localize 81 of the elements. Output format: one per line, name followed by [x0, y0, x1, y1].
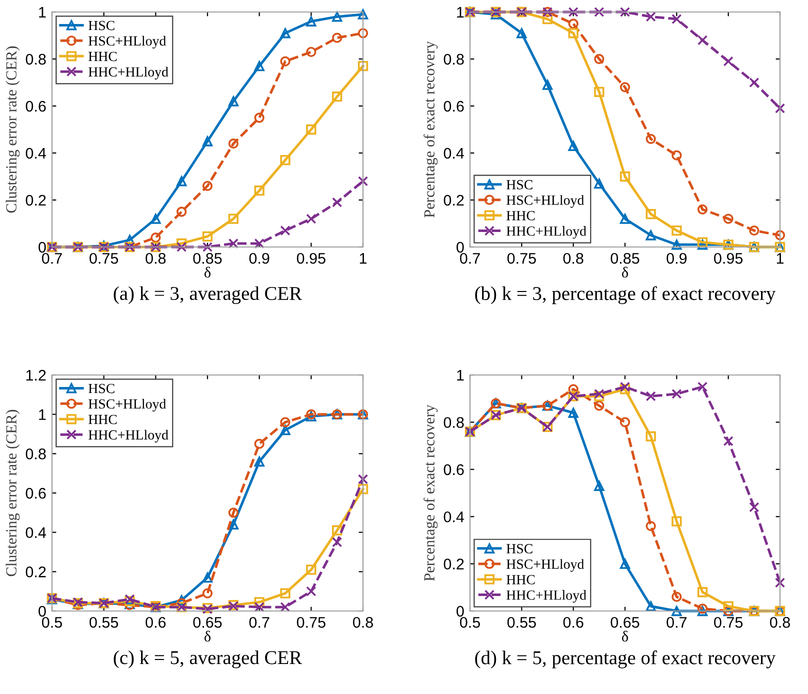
legend-label: HHC — [88, 414, 117, 424]
y-axis-title: Percentage of exact recovery — [424, 404, 438, 581]
legend-label: HHC — [506, 211, 535, 220]
x-tick-label: 0.85 — [193, 252, 222, 264]
y-tick-label: 0.4 — [26, 527, 46, 538]
x-tick-label: 0.7 — [666, 616, 687, 628]
y-tick-label: 0 — [38, 606, 46, 617]
legend-label: HHC+HLloyd — [88, 430, 168, 442]
y-tick-label: 0.8 — [26, 54, 46, 65]
x-tick-label: 1 — [776, 253, 784, 264]
legend-label: HSC — [506, 544, 532, 554]
y-tick-label: 0.6 — [444, 464, 464, 476]
y-tick-label: 0.6 — [26, 100, 46, 112]
x-tick-label: 0.7 — [460, 252, 480, 264]
x-tick-label: 0.95 — [296, 252, 326, 264]
text: (d) k = 5, percentage of exact recovery — [475, 650, 776, 668]
x-tick-label: 0.9 — [249, 252, 270, 264]
text: (b) k = 3, percentage of exact recovery — [475, 286, 776, 304]
x-tick-label: 0.55 — [90, 616, 118, 628]
x-axis-title: δ — [204, 630, 211, 642]
x-tick-label: 0.75 — [90, 252, 118, 264]
y-tick-label: 1 — [39, 409, 46, 420]
y-axis-title: Percentage of exact recovery — [424, 41, 438, 218]
x-tick-label: 0.75 — [296, 616, 326, 628]
y-tick-label: 1 — [457, 370, 464, 381]
y-axis-title: Clustering error rate (CER) — [6, 46, 20, 213]
legend-label: HSC+HLloyd — [88, 36, 166, 49]
x-tick-label: 0.8 — [146, 252, 166, 264]
x-axis-title: δ — [622, 266, 628, 278]
y-tick-label: 0.2 — [444, 558, 464, 570]
y-tick-label: 0.8 — [444, 417, 464, 428]
x-tick-label: 0.65 — [610, 616, 640, 628]
legend-label: HSC+HLloyd — [506, 559, 584, 572]
legend-label: HHC+HLloyd — [506, 226, 586, 239]
y-tick-label: 0.4 — [444, 148, 464, 159]
x-tick-label: 0.8 — [770, 616, 790, 628]
y-tick-label: 0.8 — [444, 54, 464, 65]
x-tick-label: 0.65 — [193, 616, 222, 628]
x-tick-label: 0.55 — [507, 616, 536, 628]
x-tick-label: 0.7 — [42, 252, 62, 264]
x-tick-label: 0.75 — [507, 252, 536, 264]
y-tick-label: 0.2 — [26, 566, 46, 578]
x-tick-label: 0.6 — [146, 616, 166, 628]
y-tick-label: 0.6 — [444, 100, 464, 112]
x-tick-label: 0.6 — [563, 616, 584, 628]
x-tick-label: 0.9 — [666, 252, 687, 264]
y-tick-label: 1.2 — [26, 370, 46, 381]
x-tick-label: 0.8 — [563, 252, 584, 264]
text: (c) k = 5, averaged CER — [114, 650, 302, 668]
legend-label: HSC — [88, 20, 114, 30]
y-tick-label: 0.2 — [26, 194, 46, 206]
y-tick-label: 0 — [38, 242, 46, 253]
legend-label: HHC — [506, 575, 535, 584]
x-tick-label: 0.7 — [249, 616, 270, 628]
legend-label: HHC+HLloyd — [506, 590, 586, 603]
y-tick-label: 0 — [456, 242, 464, 253]
y-tick-label: 0.2 — [444, 194, 464, 206]
y-tick-label: 0.6 — [26, 488, 46, 499]
y-axis-title: Clustering error rate (CER) — [6, 410, 20, 576]
x-axis-title: δ — [622, 630, 628, 642]
y-tick-label: 0.4 — [444, 511, 464, 522]
x-axis-title: δ — [204, 266, 211, 278]
y-tick-label: 0 — [456, 606, 464, 617]
legend-label: HSC+HLloyd — [88, 398, 166, 412]
x-tick-label: 0.5 — [460, 616, 480, 628]
legend-label: HSC — [88, 384, 114, 394]
x-tick-label: 1 — [360, 253, 367, 264]
legend-label: HHC — [88, 52, 117, 62]
y-tick-label: 0.8 — [26, 448, 46, 460]
legend-label: HSC+HLloyd — [506, 195, 584, 208]
x-tick-label: 0.85 — [610, 252, 640, 264]
legend-label: HSC — [506, 180, 532, 190]
x-tick-label: 0.75 — [714, 616, 743, 628]
y-tick-label: 1 — [457, 7, 464, 18]
x-tick-label: 0.95 — [714, 252, 743, 264]
legend-label: HHC+HLloyd — [88, 66, 168, 80]
y-tick-label: 1 — [39, 7, 46, 18]
y-tick-label: 0.4 — [26, 148, 46, 159]
x-tick-label: 0.8 — [352, 616, 373, 628]
x-tick-label: 0.5 — [42, 616, 62, 628]
text: (a) k = 3, averaged CER — [114, 286, 302, 304]
